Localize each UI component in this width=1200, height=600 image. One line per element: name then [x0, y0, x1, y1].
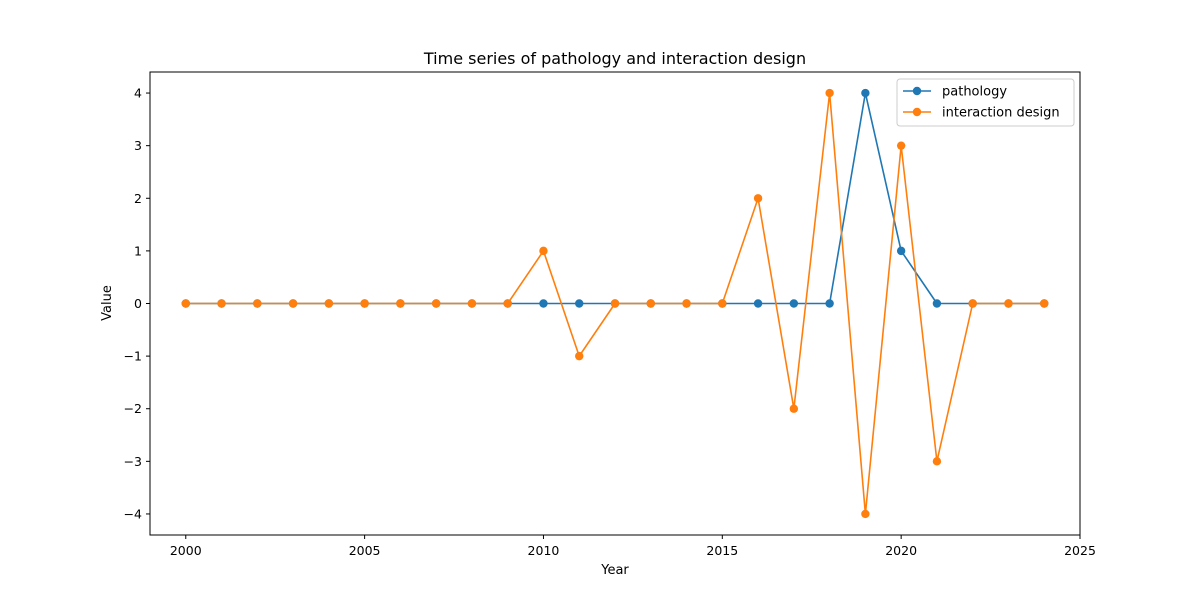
chart-title: Time series of pathology and interaction… [423, 49, 806, 68]
y-tick-label: 3 [134, 138, 142, 153]
y-tick-label: 4 [134, 86, 142, 101]
data-point-0 [861, 88, 870, 98]
x-tick-label: 2000 [170, 543, 202, 558]
data-point-1 [575, 351, 584, 361]
data-point-0 [789, 299, 799, 308]
legend-marker [912, 107, 922, 117]
data-point-0 [753, 299, 763, 308]
data-point-1 [646, 299, 655, 308]
data-point-1 [682, 299, 691, 308]
data-point-1 [896, 141, 906, 150]
y-tick-label: −3 [124, 454, 142, 469]
x-tick-label: 2015 [706, 543, 738, 558]
plot-area: 2000 2005 2010 2015 2020 2025 −4 −3 −2 −1 0 1 2 3 4 [124, 71, 1096, 558]
y-tick-label: 0 [134, 296, 142, 311]
data-point-1 [467, 299, 477, 308]
x-tick-label: 2005 [349, 543, 381, 558]
y-axis-label: Value [100, 285, 115, 321]
data-point-0 [539, 299, 548, 308]
y-tick-label: −4 [124, 506, 142, 521]
y-tick-label: 1 [134, 243, 142, 258]
data-point-1 [360, 299, 369, 308]
legend-label: interaction design [942, 106, 1060, 121]
x-tick-label: 2020 [885, 543, 917, 558]
data-point-1 [610, 299, 620, 308]
data-point-1 [181, 299, 190, 308]
data-point-1 [1040, 299, 1049, 308]
legend: pathology interaction design [896, 78, 1075, 127]
x-axis-label: Year [600, 563, 629, 578]
data-point-1 [253, 299, 262, 308]
legend-label: pathology [942, 85, 1007, 100]
data-point-1 [288, 299, 298, 308]
data-point-1 [825, 88, 834, 98]
data-point-1 [753, 194, 763, 203]
data-point-1 [431, 299, 441, 308]
data-point-1 [503, 299, 512, 308]
y-tick-label: 2 [134, 191, 142, 206]
y-tick-label: −2 [124, 401, 142, 416]
data-point-1 [217, 299, 226, 308]
data-point-1 [1004, 299, 1013, 308]
data-point-1 [861, 509, 870, 519]
data-point-1 [718, 299, 727, 308]
data-point-0 [575, 299, 584, 308]
data-point-1 [789, 404, 799, 413]
data-point-1 [539, 246, 548, 256]
x-tick-label: 2010 [528, 543, 560, 558]
data-point-0 [932, 299, 942, 308]
data-point-1 [324, 299, 334, 308]
data-point-0 [825, 299, 834, 308]
data-point-1 [968, 299, 977, 308]
data-point-1 [396, 299, 405, 308]
data-point-1 [932, 457, 942, 466]
y-tick-label: −1 [124, 349, 142, 364]
legend-marker [912, 86, 922, 96]
legend-box [896, 78, 1075, 127]
x-tick-label: 2025 [1064, 543, 1096, 558]
data-point-0 [896, 246, 906, 256]
